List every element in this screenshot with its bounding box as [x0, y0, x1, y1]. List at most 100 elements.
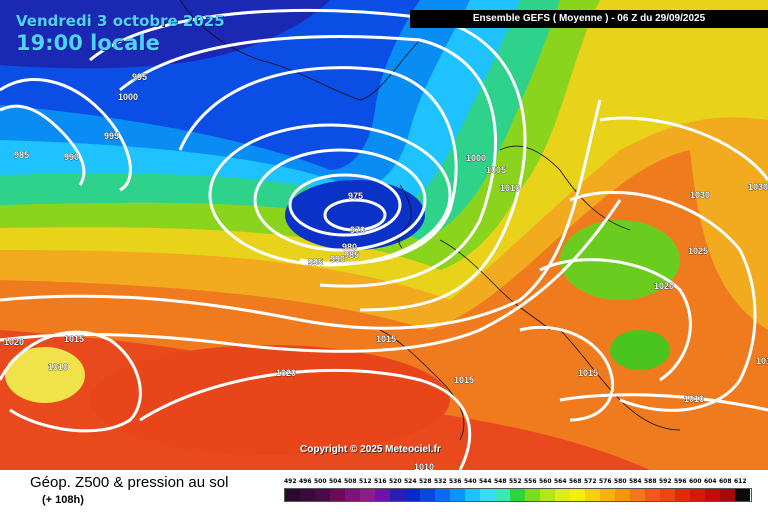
forecast-date: Vendredi 3 octobre 2025 [16, 12, 225, 30]
legend-swatch [585, 489, 600, 501]
legend-swatch [315, 489, 330, 501]
legend-tick-label: 572 [584, 478, 597, 485]
label-isobar: 970 [350, 225, 365, 235]
label-isobar: 995 [308, 257, 323, 267]
label-isobar: 1010 [414, 462, 434, 470]
label-isobar: 1015 [454, 375, 474, 385]
legend-swatch [435, 489, 450, 501]
legend-swatch [375, 489, 390, 501]
legend-swatch [660, 489, 675, 501]
isobar-1005 [89, 8, 527, 312]
legend-swatch [690, 489, 705, 501]
legend-tick-label: 604 [704, 478, 717, 485]
legend-tick-label: 532 [434, 478, 447, 485]
isobar-970 [323, 198, 387, 232]
legend-tick-label: 556 [524, 478, 537, 485]
legend-swatch [555, 489, 570, 501]
label-isobar: 1010 [48, 362, 68, 372]
atlantic-high-core [5, 347, 85, 403]
legend-swatch [405, 489, 420, 501]
legend-swatch [675, 489, 690, 501]
legend-tick-label: 516 [374, 478, 387, 485]
label-isobar: 1015 [578, 368, 598, 378]
label-isobar: 990 [330, 254, 345, 264]
legend-swatch [345, 489, 360, 501]
legend-swatch [495, 489, 510, 501]
isobar-1020-atlantic [0, 330, 142, 433]
isobar-1020-azores [139, 368, 472, 470]
label-isobar: 1015 [64, 334, 84, 344]
greenland-coast [179, 0, 421, 101]
legend-swatch [390, 489, 405, 501]
copyright-notice: Copyright © 2025 Meteociel.fr [300, 444, 441, 455]
isobar-980 [253, 148, 427, 252]
legend-tick-label: 564 [554, 478, 567, 485]
legend-swatch [630, 489, 645, 501]
legend-swatch [525, 489, 540, 501]
label-isobar: 985 [344, 250, 359, 260]
legend-swatch [510, 489, 525, 501]
legend-swatch [420, 489, 435, 501]
legend-swatch [450, 489, 465, 501]
legend-tick-label: 520 [389, 478, 402, 485]
geopotential-map: 995 1005 1000 995 985 990 1010 1000 1005… [0, 0, 768, 470]
label-isobar: 1000 [118, 92, 138, 102]
forecast-lead-time: (+ 108h) [42, 494, 84, 506]
label-isobar: 985 [14, 150, 29, 160]
isobar-1010-east [559, 393, 768, 412]
legend-tick-label: 548 [494, 478, 507, 485]
legend-swatch [285, 489, 300, 501]
legend-swatch [480, 489, 495, 501]
legend-tick-label: 584 [629, 478, 642, 485]
isobar-995-west [0, 78, 132, 192]
legend-tick-label: 504 [329, 478, 342, 485]
label-isobar: 990 [64, 152, 79, 162]
legend-tick-label: 512 [359, 478, 372, 485]
label-isobar: 1010 [684, 394, 704, 404]
mediterranean-coast [559, 329, 681, 431]
legend-tick-label: 576 [599, 478, 612, 485]
label-isobar: 1015 [376, 334, 396, 344]
isobar-975 [288, 173, 402, 237]
legend-swatch [615, 489, 630, 501]
band-dark-blue [0, 0, 330, 69]
legend-tick-label: 568 [569, 478, 582, 485]
label-isobar: 1020 [654, 281, 674, 291]
legend-swatch [330, 489, 345, 501]
legend-tick-label: 536 [449, 478, 462, 485]
label-isobar: 1010 [500, 183, 520, 193]
label-isobar: 995 [104, 131, 119, 141]
isobar-1030 [599, 116, 768, 181]
legend-tick-label: 544 [479, 478, 492, 485]
label-isobar: 1000 [466, 153, 486, 163]
legend-swatch [360, 489, 375, 501]
label-isobar: 975 [348, 191, 363, 201]
label-isobar: 1005 [486, 165, 506, 175]
color-legend: 492 496 500 504 508 512 516 520 524 528 532 536 540 5… [284, 478, 752, 502]
legend-tick-label: 608 [719, 478, 732, 485]
label-isobar: 980 [342, 242, 357, 252]
legend-swatch [735, 489, 750, 501]
legend-tick-label: 596 [674, 478, 687, 485]
legend-swatch [465, 489, 480, 501]
isobar-1015 [0, 199, 622, 353]
legend-tick-label: 496 [299, 478, 312, 485]
isobar-labels: 995 1005 1000 995 985 990 1010 1000 1005… [4, 72, 768, 470]
iberia-coast [379, 329, 465, 441]
isobar-990-west [0, 104, 86, 186]
legend-tick-label: 560 [539, 478, 552, 485]
isobar-1000 [119, 35, 497, 288]
legend-tick-label: 508 [344, 478, 357, 485]
isobar-995 [178, 66, 458, 265]
legend-tick-label: 600 [689, 478, 702, 485]
footer-title: Géop. Z500 & pression au sol [30, 474, 229, 491]
label-isobar: 1025 [688, 246, 708, 256]
legend-swatch [645, 489, 660, 501]
isobar-985 [208, 123, 452, 267]
label-isobar: 1030 [690, 190, 710, 200]
isobars [0, 8, 768, 470]
legend-tick-label: 588 [644, 478, 657, 485]
legend-swatch [570, 489, 585, 501]
legend-tick-label: 528 [419, 478, 432, 485]
